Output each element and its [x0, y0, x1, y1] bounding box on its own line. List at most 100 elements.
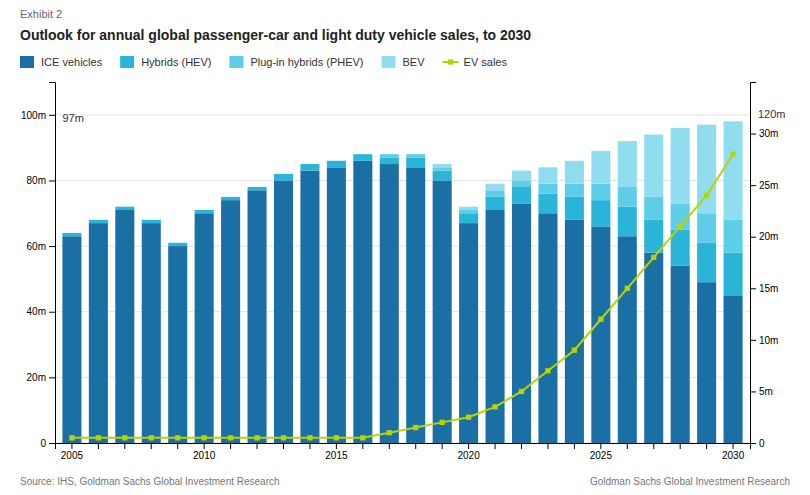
- x-tick: 2010: [193, 443, 216, 461]
- x-tick-mark: [521, 443, 522, 449]
- bar: [221, 196, 240, 197]
- bar: [724, 253, 743, 296]
- bar: [724, 121, 743, 219]
- bar: [62, 233, 81, 236]
- bar: [300, 164, 319, 165]
- bar: [724, 220, 743, 253]
- x-tick: [574, 443, 575, 449]
- bar: [671, 128, 690, 203]
- x-tick-mark: [600, 443, 601, 449]
- bar: [89, 219, 108, 220]
- bar: [248, 187, 267, 190]
- bar: [459, 213, 478, 223]
- bar: [142, 219, 161, 220]
- bar: [168, 246, 187, 443]
- marker: [254, 435, 259, 440]
- marker: [730, 152, 735, 157]
- x-tick: [257, 443, 258, 449]
- x-tick: 2005: [61, 443, 84, 461]
- y-axis-tick-mark: [49, 180, 55, 181]
- source: Source: IHS, Goldman Sachs Global Invest…: [20, 476, 280, 487]
- bar: [644, 253, 663, 443]
- legend-swatch: [382, 56, 396, 68]
- x-tick: [680, 443, 681, 449]
- bar: [406, 154, 425, 157]
- y2-axis-tick: 10m: [750, 335, 778, 346]
- bar: [644, 197, 663, 220]
- x-tick-mark: [706, 443, 707, 449]
- bar: [353, 154, 372, 155]
- marker: [545, 368, 550, 373]
- bar: [274, 173, 293, 174]
- bar: [300, 171, 319, 443]
- bar: [380, 164, 399, 443]
- x-tick-mark: [653, 443, 654, 449]
- y-axis-tick-label: 80m: [27, 175, 46, 186]
- x-tick: [98, 443, 99, 449]
- bar: [300, 164, 319, 171]
- annotation: 97m: [62, 112, 83, 124]
- x-tick-mark: [495, 443, 496, 449]
- x-tick: [389, 443, 390, 449]
- bar: [433, 167, 452, 170]
- bar-series: [433, 121, 743, 219]
- y-axis-tick-mark: [49, 115, 55, 116]
- x-tick: [495, 443, 496, 449]
- x-tick-mark: [71, 443, 72, 449]
- bar: [486, 184, 505, 191]
- y2-axis-tick-label: 0: [759, 438, 765, 449]
- x-tick: [547, 443, 548, 449]
- bar: [274, 180, 293, 443]
- x-tick-mark: [415, 443, 416, 449]
- y-axis-tick-label: 60m: [27, 241, 46, 252]
- bar: [433, 171, 452, 181]
- x-tick-mark: [336, 443, 337, 449]
- legend-item: BEV: [382, 56, 426, 68]
- axis-line: [49, 83, 56, 444]
- bar: [486, 190, 505, 197]
- bar: [459, 223, 478, 443]
- x-tick-mark: [124, 443, 125, 449]
- x-tick: [442, 443, 443, 449]
- x-tick: 2020: [457, 443, 480, 461]
- bar: [406, 167, 425, 443]
- marker: [202, 435, 207, 440]
- x-tick-mark: [151, 443, 152, 449]
- bar: [697, 213, 716, 243]
- legend-item: EV sales: [443, 56, 508, 68]
- x-tick-label: 2005: [61, 450, 84, 461]
- y-axis: 020m40m60m80m100m: [21, 83, 56, 449]
- bar: [538, 184, 557, 194]
- legend-item: Plug-in hybrids (PHEV): [229, 56, 363, 68]
- bar: [327, 161, 346, 168]
- y-axis-tick-label: 40m: [27, 306, 46, 317]
- bar: [248, 187, 267, 188]
- marker: [69, 435, 74, 440]
- x-tick-mark: [283, 443, 284, 449]
- x-tick: [230, 443, 231, 449]
- y-axis-tick-mark: [49, 312, 55, 313]
- y-axis-tick-label: 0: [40, 438, 46, 449]
- bar: [486, 210, 505, 443]
- bar: [115, 210, 134, 443]
- bar: [538, 167, 557, 183]
- bar: [221, 200, 240, 443]
- bar: [168, 242, 187, 243]
- bar: [618, 141, 637, 187]
- y2-axis-tick-label: 20m: [759, 231, 778, 242]
- legend-swatch: [20, 56, 34, 68]
- y2-axis-tick: 25m: [750, 180, 778, 191]
- legend-label: ICE vehicles: [41, 56, 103, 68]
- bar: [618, 236, 637, 443]
- y-axis-tick: 60m: [27, 241, 55, 252]
- bar: [380, 154, 399, 155]
- bar: [115, 207, 134, 210]
- x-tick-mark: [547, 443, 548, 449]
- bar: [591, 226, 610, 443]
- x-tick-mark: [574, 443, 575, 449]
- legend-item: Hybrids (HEV): [120, 56, 211, 68]
- marker: [678, 224, 683, 229]
- x-tick-mark: [230, 443, 231, 449]
- annotation: 120m: [758, 108, 786, 120]
- axis-line: [56, 444, 751, 450]
